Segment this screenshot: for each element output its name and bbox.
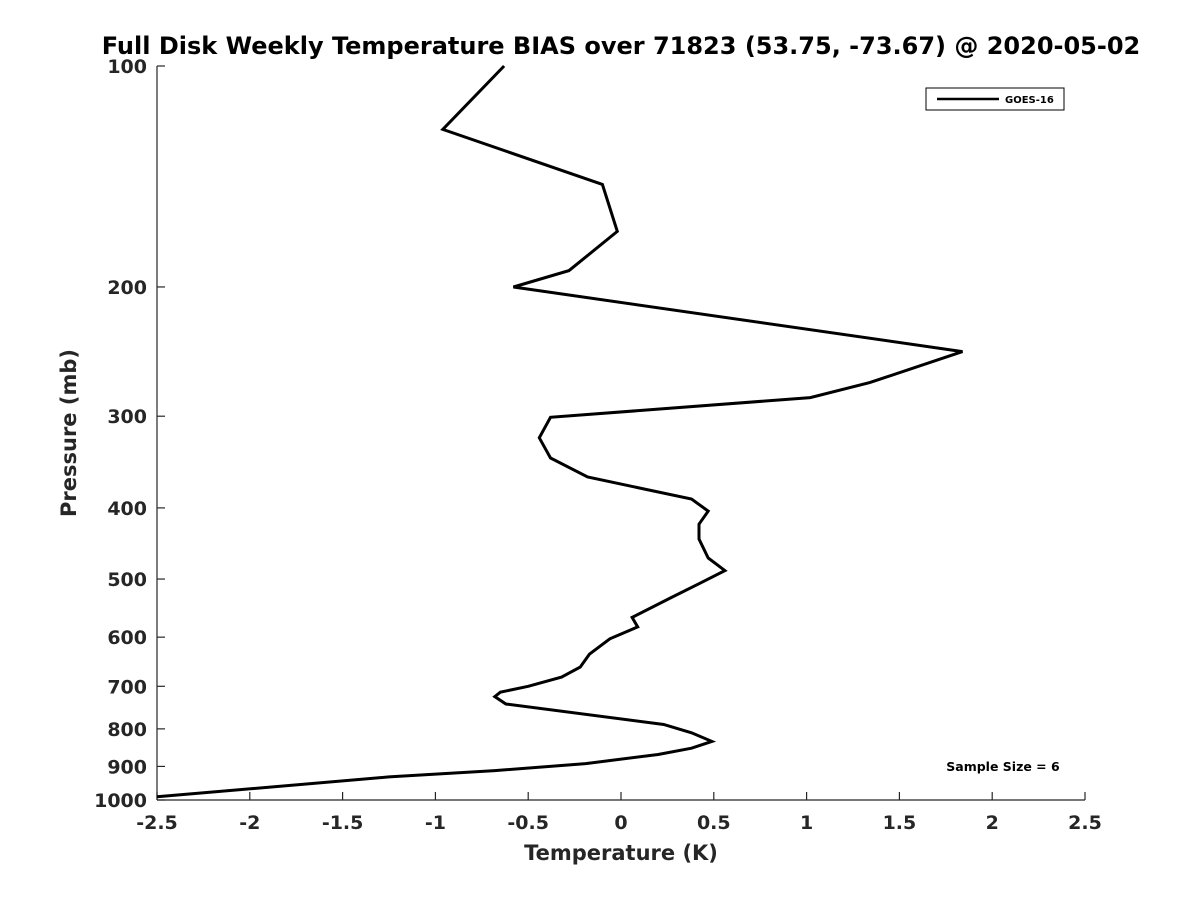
- legend-entry-label: GOES-16: [1005, 95, 1054, 106]
- y-ticks: 100 200 300 400 500 600 700 800 900 1000: [94, 56, 165, 812]
- x-tick-label: 1.5: [883, 812, 917, 834]
- x-ticks: -2.5 -2 -1.5 -1 -0.5 0 0.5 1 1.5 2 2.5: [136, 792, 1102, 834]
- y-tick-label: 600: [107, 627, 147, 649]
- y-tick-label: 400: [107, 498, 147, 520]
- axes: [156, 66, 1085, 801]
- x-tick-label: -1.5: [322, 812, 364, 834]
- y-tick-label: 1000: [94, 790, 147, 812]
- x-tick-label: 0.5: [697, 812, 731, 834]
- sample-size-annotation: Sample Size = 6: [946, 759, 1060, 774]
- x-tick-label: -2: [239, 812, 260, 834]
- legend: GOES-16: [925, 87, 1065, 111]
- y-tick-label: 800: [107, 719, 147, 741]
- y-tick-label: 300: [107, 406, 147, 428]
- y-tick-label: 500: [107, 569, 147, 591]
- x-tick-label: -1: [425, 812, 446, 834]
- y-tick-label: 200: [107, 277, 147, 299]
- x-axis-label: Temperature (K): [524, 841, 718, 865]
- x-tick-label: 1: [800, 812, 813, 834]
- chart-title: Full Disk Weekly Temperature BIAS over 7…: [102, 32, 1141, 60]
- x-tick-label: 2: [986, 812, 999, 834]
- x-tick-label: 0: [614, 812, 627, 834]
- y-tick-label: 700: [107, 676, 147, 698]
- x-tick-label: 2.5: [1068, 812, 1102, 834]
- x-tick-label: -2.5: [136, 812, 178, 834]
- y-axis-label: Pressure (mb): [57, 349, 81, 517]
- y-tick-label: 100: [107, 56, 147, 78]
- series-line-goes-16: [156, 64, 963, 799]
- y-tick-label: 900: [107, 756, 147, 778]
- series-group: [156, 64, 963, 799]
- x-tick-label: -0.5: [507, 812, 549, 834]
